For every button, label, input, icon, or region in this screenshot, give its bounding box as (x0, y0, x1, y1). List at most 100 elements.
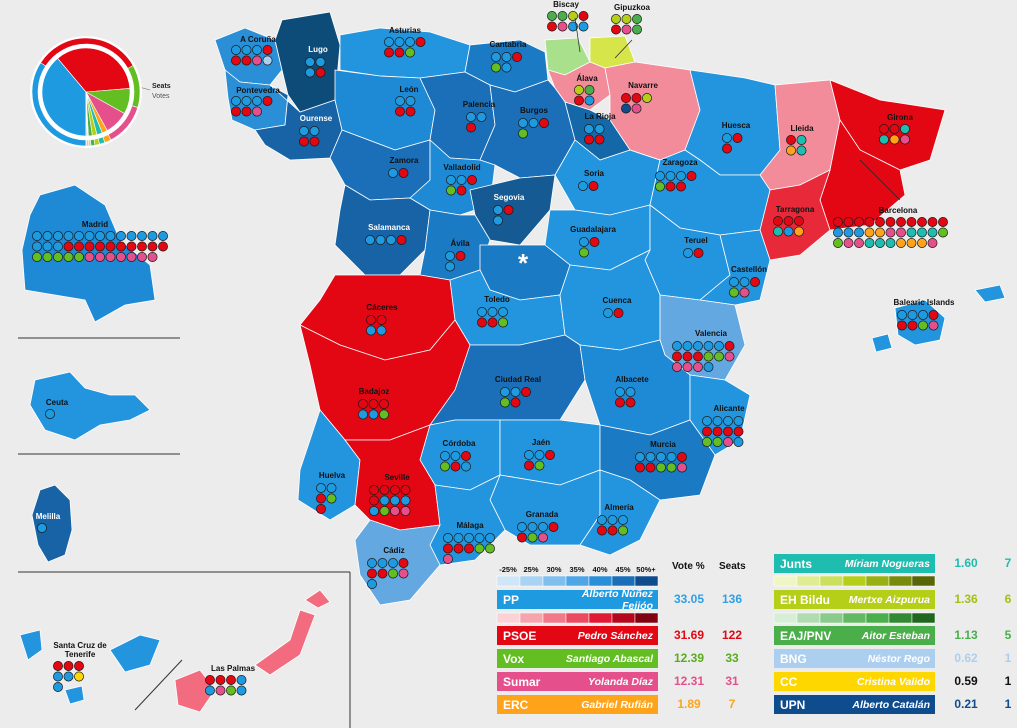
seat-alicante-psoe (723, 426, 733, 437)
scale-swatch-ehbildu (865, 575, 890, 587)
seat-a-coruna-pp (231, 45, 241, 55)
seat-alicante-vox (702, 437, 712, 447)
seat-barcelona-psoe (833, 217, 843, 227)
seat-barcelona-psoe (917, 217, 927, 227)
seat-zamora-psoe (398, 168, 409, 178)
seat-zaragoza-vox (655, 181, 665, 192)
seat-murcia-pp (656, 452, 666, 462)
seat-madrid-sumar (84, 252, 95, 262)
seat-alicante-psoe (712, 426, 723, 437)
seat-biscay-ehbildu (568, 11, 578, 21)
seat-zaragoza-psoe (676, 181, 686, 192)
seat-burgos-pp (528, 118, 539, 128)
seat-huelva-pp (326, 483, 337, 493)
seat-guadalajara-psoe (589, 237, 600, 247)
seat-barcelona-junts (927, 227, 938, 238)
party-leader: Néstor Rego (867, 652, 930, 665)
leader-line (859, 159, 901, 201)
seat-seville-psoe (379, 485, 390, 495)
seat-cadiz-pp (367, 579, 377, 589)
party-vote-percent: 31.69 (673, 628, 705, 642)
party-row-bng: BNG Néstor Rego (774, 649, 935, 668)
province-label-leon: León (399, 85, 418, 94)
melilla-shape (31, 484, 73, 563)
seat-albacete-psoe (615, 397, 625, 408)
seat-madrid-sumar (95, 252, 105, 262)
province-label-caceres: Cáceres (366, 303, 398, 312)
seat-huesca-pp (722, 133, 732, 143)
party-row-psoe: PSOE Pedro Sánchez (497, 626, 658, 645)
seat-seville-sumar (390, 506, 400, 516)
seat-barcelona-sumar (927, 238, 938, 248)
seat-badajoz-pp (358, 409, 368, 420)
seat-gipuzkoa-eajpnv (632, 24, 642, 35)
scale-swatch-pp (496, 575, 521, 587)
seat-circles (32, 11, 948, 696)
seat-seville-sumar (400, 506, 411, 516)
seat-navarre-upn (621, 103, 631, 114)
party-row-junts: Junts Míriam Nogueras (774, 554, 935, 573)
seat-madrid-pp (32, 231, 42, 241)
party-row-erc: ERC Gabriel Rufián (497, 695, 658, 714)
seat-valencia-vox (714, 351, 724, 362)
seat-lugo-pp (305, 57, 315, 67)
province-label-lleida: Lleida (790, 124, 814, 133)
province-label-huelva: Huelva (319, 471, 346, 480)
seat-jaen-psoe (524, 460, 534, 471)
party-leader: Alberto Catalán (852, 698, 930, 711)
seat-madrid-pp (74, 231, 84, 241)
seat-a-coruna-bng (262, 55, 273, 66)
seat-salamanca-pp (365, 235, 375, 245)
province-label-seville: Seville (384, 473, 410, 482)
party-vote-percent: 0.59 (954, 674, 978, 688)
seat-barcelona-psoe (875, 217, 885, 227)
seat-cordoba-psoe (450, 461, 461, 472)
seat-navarre-sumar (631, 103, 642, 114)
seat-gipuzkoa-ehbildu (621, 14, 632, 24)
province-label-valencia: Valencia (695, 329, 728, 338)
scale-swatch-eajpnv (819, 612, 844, 624)
seat-almeria-pp (607, 515, 618, 525)
seat-murcia-pp (645, 452, 656, 462)
seat-ourense-pp (299, 126, 309, 136)
seat-seville-psoe (369, 495, 379, 506)
party-leader: Aitor Esteban (861, 629, 930, 642)
party-leader: Mertxe Aizpurua (848, 593, 930, 606)
seat-soria-pp (578, 181, 588, 191)
seat-ourense-psoe (309, 136, 320, 147)
province-label-alicante: Alicante (713, 404, 745, 413)
scale-tick-label: 40% (592, 565, 607, 574)
party-vote-percent: 1.89 (677, 697, 701, 711)
seat-ciudad-real-pp (500, 387, 510, 397)
seat-las-palmas-sumar (215, 685, 226, 696)
party-name: EAJ/PNV (780, 628, 832, 643)
party-seats: 6 (1004, 592, 1012, 606)
scale-swatch-pp (519, 575, 544, 587)
province-labels: A Coruña Lugo Pontevedra Ourense Asturias Can… (36, 0, 955, 673)
seat-valencia-psoe (693, 351, 703, 362)
seat-melilla-pp (37, 523, 47, 533)
seat-las-palmas-psoe (205, 675, 215, 685)
seat-madrid-psoe (95, 241, 105, 252)
vote-header: Vote % (672, 561, 705, 572)
province-label-albacete: Albacete (615, 375, 649, 384)
seat-la-rioja-pp (594, 124, 605, 134)
seat-asturias-psoe (394, 47, 405, 58)
ceuta-shape (29, 371, 151, 441)
seat-las-palmas-pp (236, 685, 247, 696)
seat-alicante-pp (723, 416, 733, 426)
seat-murcia-vox (656, 462, 666, 473)
seat-lugo-pp (315, 57, 326, 67)
scale-tick-label: 50%+ (636, 565, 656, 574)
seat-alicante-sumar (723, 437, 733, 447)
seat-gipuzkoa-eajpnv (632, 14, 642, 24)
party-leader: Pedro Sánchez (577, 629, 653, 642)
seat-asturias-psoe (384, 47, 394, 58)
seat-valladolid-pp (446, 175, 456, 185)
scale-swatch-psoe (519, 612, 544, 624)
seat-barcelona-pp (843, 227, 854, 238)
seat-ciudad-real-vox (500, 397, 510, 408)
seat-valladolid-vox (446, 185, 456, 196)
seat-valladolid-psoe (467, 175, 477, 185)
scale-swatch-eajpnv (842, 612, 867, 624)
